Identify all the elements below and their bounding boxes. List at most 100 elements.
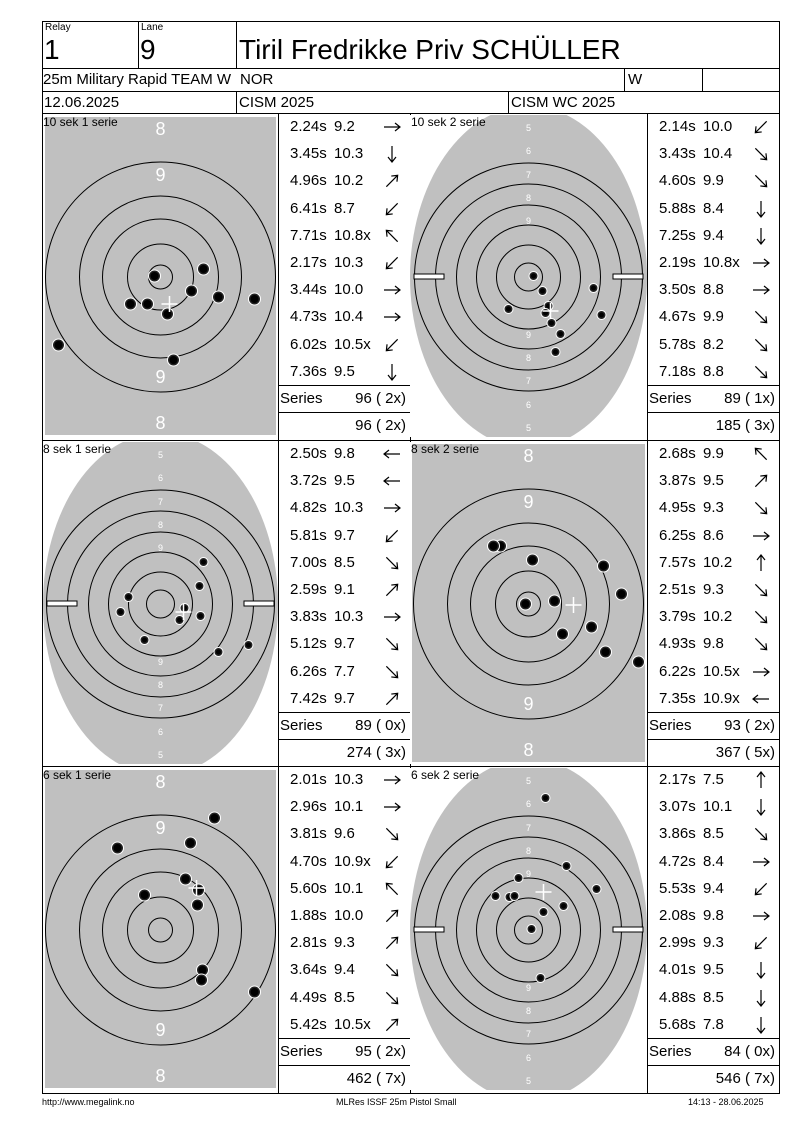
shot-value: 9.3 — [703, 499, 724, 517]
direction-arrow-icon — [751, 581, 771, 599]
shot-value: 10.3 — [334, 771, 364, 788]
direction-arrow-icon — [751, 336, 771, 354]
shot-row: 4.49s 8.5 — [278, 985, 408, 1011]
block-title: 6 sek 2 serie — [411, 768, 480, 782]
shot-row: 5.60s 10.1 — [278, 876, 408, 902]
ring-number: 8 — [155, 1066, 165, 1086]
relay-value: 1 — [44, 34, 60, 65]
shot-row: 3.43s 10.4 — [647, 141, 777, 167]
target-face: 8 9 9 8 — [43, 768, 278, 1090]
target-ring — [79, 195, 242, 359]
ring-number: 7 — [526, 1029, 531, 1039]
turning-bar — [612, 273, 644, 280]
target-ring — [45, 161, 276, 393]
turning-bar — [413, 273, 445, 280]
shot-time: 2.01s — [290, 771, 327, 788]
shot-row: 2.19s 10.8x — [647, 250, 777, 276]
shot-value: 10.4 — [334, 308, 364, 326]
shot-value: 9.5 — [334, 472, 355, 490]
ring-number: 5 — [526, 423, 531, 433]
shot-value: 10.9x — [703, 689, 740, 707]
target-face: 5 5 6 6 7 7 8 8 9 9 — [43, 442, 278, 764]
header-divider — [702, 68, 703, 91]
grid-line — [647, 1038, 780, 1039]
ring-number: 7 — [526, 823, 531, 833]
shot-time: 5.12s — [290, 635, 327, 653]
direction-arrow-icon — [751, 608, 771, 626]
shot-hole-center — [601, 648, 610, 656]
shot-value: 10.8x — [334, 226, 371, 244]
direction-arrow-icon — [382, 363, 402, 381]
shot-row: 2.50s 9.8 — [278, 441, 408, 467]
shot-row: 2.17s 10.3 — [278, 250, 408, 276]
shot-row: 2.01s 10.3 — [278, 767, 408, 793]
group-center-mark — [161, 296, 178, 312]
direction-arrow-icon — [382, 663, 402, 681]
shot-value: 10.2 — [334, 172, 364, 190]
shot-value: 9.8 — [703, 907, 724, 924]
lane-label: Lane — [141, 22, 164, 33]
shot-value: 10.0 — [334, 907, 364, 924]
cumulative-total: 367 ( 5x) — [715, 744, 775, 761]
direction-arrow-icon — [751, 989, 771, 1007]
shot-value: 8.5 — [334, 988, 355, 1006]
shot-hole-center — [210, 814, 219, 822]
header-divider — [138, 21, 139, 68]
target-ring — [413, 488, 644, 720]
shot-hole-center — [529, 926, 534, 932]
cumulative-total: 185 ( 3x) — [715, 417, 775, 434]
group-center-mark — [188, 880, 205, 896]
shot-hole-center — [553, 349, 558, 355]
shot-hole-center — [201, 559, 206, 565]
direction-arrow-icon — [751, 308, 771, 326]
ring-number: 8 — [155, 772, 165, 792]
block-title: 8 sek 2 serie — [411, 442, 480, 456]
direction-arrow-icon — [751, 472, 771, 490]
grid-line — [647, 385, 780, 386]
series-label: Series — [649, 717, 692, 734]
shot-value: 9.3 — [703, 934, 724, 952]
footer-url[interactable]: http://www.megalink.no — [42, 1097, 135, 1107]
shot-row: 2.17s 7.5 — [647, 767, 777, 793]
target-ring — [128, 571, 193, 637]
shot-value: 9.6 — [334, 825, 355, 843]
shot-hole-center — [549, 320, 554, 326]
direction-arrow-icon — [751, 363, 771, 381]
shot-time: 7.71s — [290, 226, 327, 244]
cumulative-total: 462 ( 7x) — [346, 1070, 406, 1087]
direction-arrow-icon — [751, 663, 771, 681]
ring-number: 5 — [158, 750, 163, 760]
shot-row: 2.99s 9.3 — [647, 930, 777, 956]
shot-time: 2.68s — [659, 445, 696, 462]
shot-time: 2.19s — [659, 254, 696, 271]
shot-value: 10.2 — [703, 608, 733, 626]
series-total-row: Series 95 ( 2x) — [278, 1039, 410, 1065]
shot-row: 4.60s 9.9 — [647, 168, 777, 194]
shot-hole-center — [216, 649, 221, 655]
target-ring — [476, 224, 581, 330]
cumulative-total: 96 ( 2x) — [355, 417, 406, 434]
shot-value: 9.7 — [334, 689, 355, 707]
shot-hole-center — [143, 300, 152, 308]
shot-hole-center — [561, 903, 566, 909]
shot-time: 5.88s — [659, 199, 696, 217]
shot-time: 7.25s — [659, 226, 696, 244]
shot-hole-center — [528, 556, 537, 564]
shot-time: 4.49s — [290, 988, 327, 1006]
shot-row: 2.68s 9.9 — [647, 441, 777, 467]
series-total: 95 ( 2x) — [355, 1043, 406, 1060]
shot-time: 4.73s — [290, 308, 327, 326]
shot-row: 4.96s 10.2 — [278, 168, 408, 194]
direction-arrow-icon — [382, 254, 402, 272]
shot-value: 8.4 — [703, 199, 724, 217]
shot-time: 3.07s — [659, 798, 696, 816]
target-card — [43, 442, 278, 764]
shot-time: 5.78s — [659, 335, 696, 353]
shot-time: 5.81s — [290, 526, 327, 544]
direction-arrow-icon — [382, 635, 402, 653]
shot-value: 9.4 — [703, 879, 724, 897]
target-ring — [88, 531, 233, 677]
ring-number: 8 — [526, 193, 531, 203]
ring-number: 9 — [158, 543, 163, 553]
group-center-mark — [565, 597, 582, 613]
